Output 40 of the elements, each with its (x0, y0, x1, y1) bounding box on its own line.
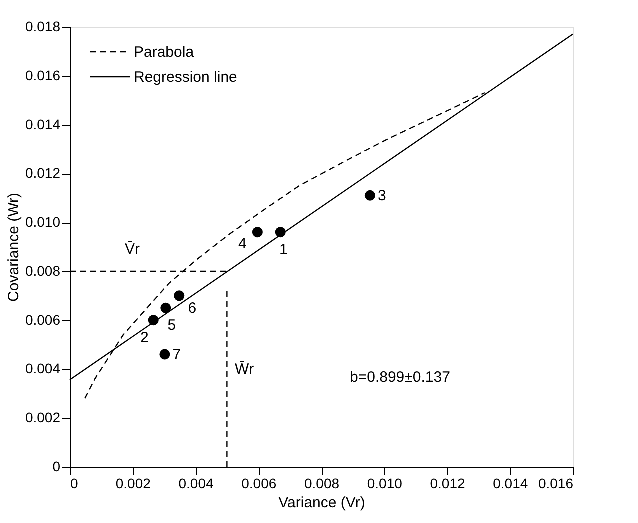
point (252, 227, 263, 238)
annotation: b=0.899±0.137 (350, 369, 450, 386)
legend-label: Regression line (134, 69, 238, 86)
annotation: 2 (140, 329, 149, 346)
y-tick-label: 0.014 (25, 116, 61, 132)
point (174, 290, 185, 302)
y-tick-label: 0.016 (25, 67, 61, 84)
point (275, 227, 286, 238)
y-axis-title: Covariance (Wr) (5, 193, 22, 302)
y-tick-label: 0.012 (25, 165, 61, 182)
y-tick-label: 0.004 (25, 360, 61, 377)
x-tick-label: 0.002 (116, 476, 152, 492)
x-tick-label: 0.004 (178, 476, 214, 492)
x-tick-label: 0.014 (493, 476, 528, 492)
y-tick-label: 0.006 (25, 312, 61, 328)
point (160, 349, 170, 360)
y-tick-label: 0.008 (25, 262, 61, 279)
x-axis-title: Variance (Vr) (278, 494, 366, 512)
y-tick-label: 0 (52, 458, 61, 474)
annotation: V̄r (125, 241, 140, 258)
annotation: 5 (168, 317, 176, 334)
x-tick-label: 0 (70, 476, 78, 492)
annotation: 7 (172, 346, 182, 364)
annotation: 4 (238, 235, 247, 252)
point (364, 190, 376, 201)
annotation: 6 (188, 300, 197, 317)
point (160, 302, 172, 314)
x-tick-label: 0.010 (367, 476, 403, 492)
point (148, 315, 159, 326)
x-tick-label: 0.012 (430, 476, 466, 492)
x-tick-label: 0.016 (538, 476, 574, 492)
x-tick-label: 0.006 (242, 476, 277, 492)
y-tick-label: 0.018 (25, 18, 61, 34)
annotation: W̄r (235, 361, 254, 378)
y-tick-label: 0.010 (25, 214, 61, 230)
annotation: 3 (378, 188, 386, 205)
y-tick-label: 0.002 (25, 410, 61, 426)
x-tick-label: 0.008 (304, 476, 340, 492)
legend-label: Parabola (134, 44, 195, 61)
annotation: 1 (279, 241, 288, 258)
